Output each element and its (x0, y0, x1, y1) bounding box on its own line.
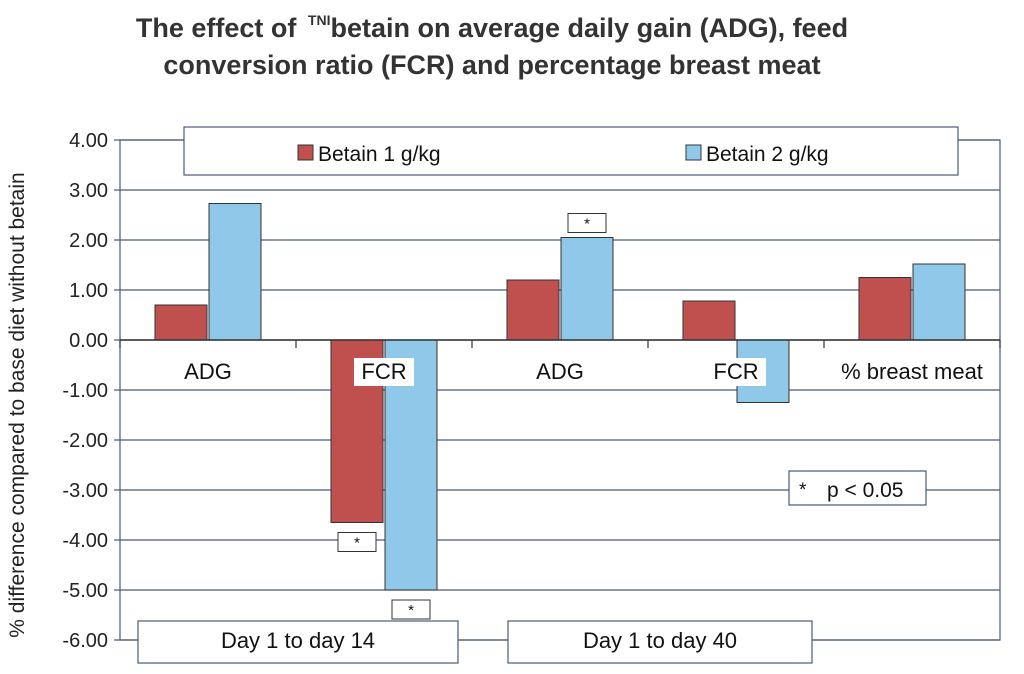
bar-1 (506, 279, 560, 341)
significance-box (567, 213, 607, 233)
category-label-bg (706, 358, 766, 386)
pvalue-box (788, 470, 927, 506)
category-label-bg (354, 358, 414, 386)
title-line-1: betain on average daily gain (ADG), feed (330, 13, 849, 43)
y-tick-label: -1.00 (62, 380, 108, 402)
bar-1 (154, 304, 208, 341)
bar-2 (560, 237, 614, 341)
y-tick-label: 0.00 (69, 330, 108, 352)
significance-star: * (408, 602, 414, 619)
bar-2 (208, 203, 262, 341)
category-label: FCR (713, 359, 758, 384)
y-tick-label: -5.00 (62, 580, 108, 602)
bar-1 (858, 277, 912, 341)
legend-label: Betain 2 g/kg (706, 143, 829, 166)
category-label-bg (178, 358, 238, 386)
group-label: Day 1 to day 14 (221, 628, 375, 653)
pvalue-marker: * (799, 480, 807, 501)
bar-2 (912, 263, 966, 341)
labels: * * * ADG FCR ADG FCR % breast meat Betain 1 g/k… (6, 126, 997, 664)
category-label: ADG (184, 359, 232, 384)
chart-title: The effect of TNIbetain on average daily… (0, 2, 984, 84)
title-prefix: The effect of (135, 13, 304, 43)
group-box (507, 620, 813, 664)
category-label: FCR (361, 359, 406, 384)
title-line-2: conversion ratio (FCR) and percentage br… (163, 50, 821, 80)
legend-swatch (685, 144, 702, 161)
bars (154, 203, 966, 591)
bar-1 (682, 300, 736, 341)
y-tick-label: -3.00 (62, 480, 108, 502)
category-label-bg (827, 358, 997, 386)
y-tick-label: 1.00 (69, 280, 108, 302)
significance-star: * (584, 216, 590, 233)
category-label: % breast meat (841, 359, 983, 384)
title-superscript: TNI (307, 12, 331, 28)
legend-swatch (297, 144, 314, 161)
significance-star: * (354, 535, 360, 552)
category-label: ADG (536, 359, 584, 384)
legend-label: Betain 1 g/kg (318, 143, 441, 166)
significance-box (391, 599, 431, 620)
y-tick-label: 3.00 (69, 180, 108, 202)
category-label-bg (530, 358, 590, 386)
y-tick-label: -2.00 (62, 430, 108, 452)
y-tick-label: 2.00 (69, 230, 108, 252)
group-box (137, 620, 459, 664)
significance-box (337, 532, 377, 552)
y-axis-label: % difference compared to base diet witho… (6, 172, 29, 637)
y-tick-label: -4.00 (62, 530, 108, 552)
group-label: Day 1 to day 40 (583, 628, 737, 653)
axes: 4.00 3.00 2.00 1.00 0.00 -1.00 -2.00 -3.00 -4.00… (62, 130, 1001, 652)
y-tick-label: -6.00 (62, 630, 108, 652)
y-tick-label: 4.00 (69, 130, 108, 152)
pvalue-text: p < 0.05 (827, 479, 903, 502)
